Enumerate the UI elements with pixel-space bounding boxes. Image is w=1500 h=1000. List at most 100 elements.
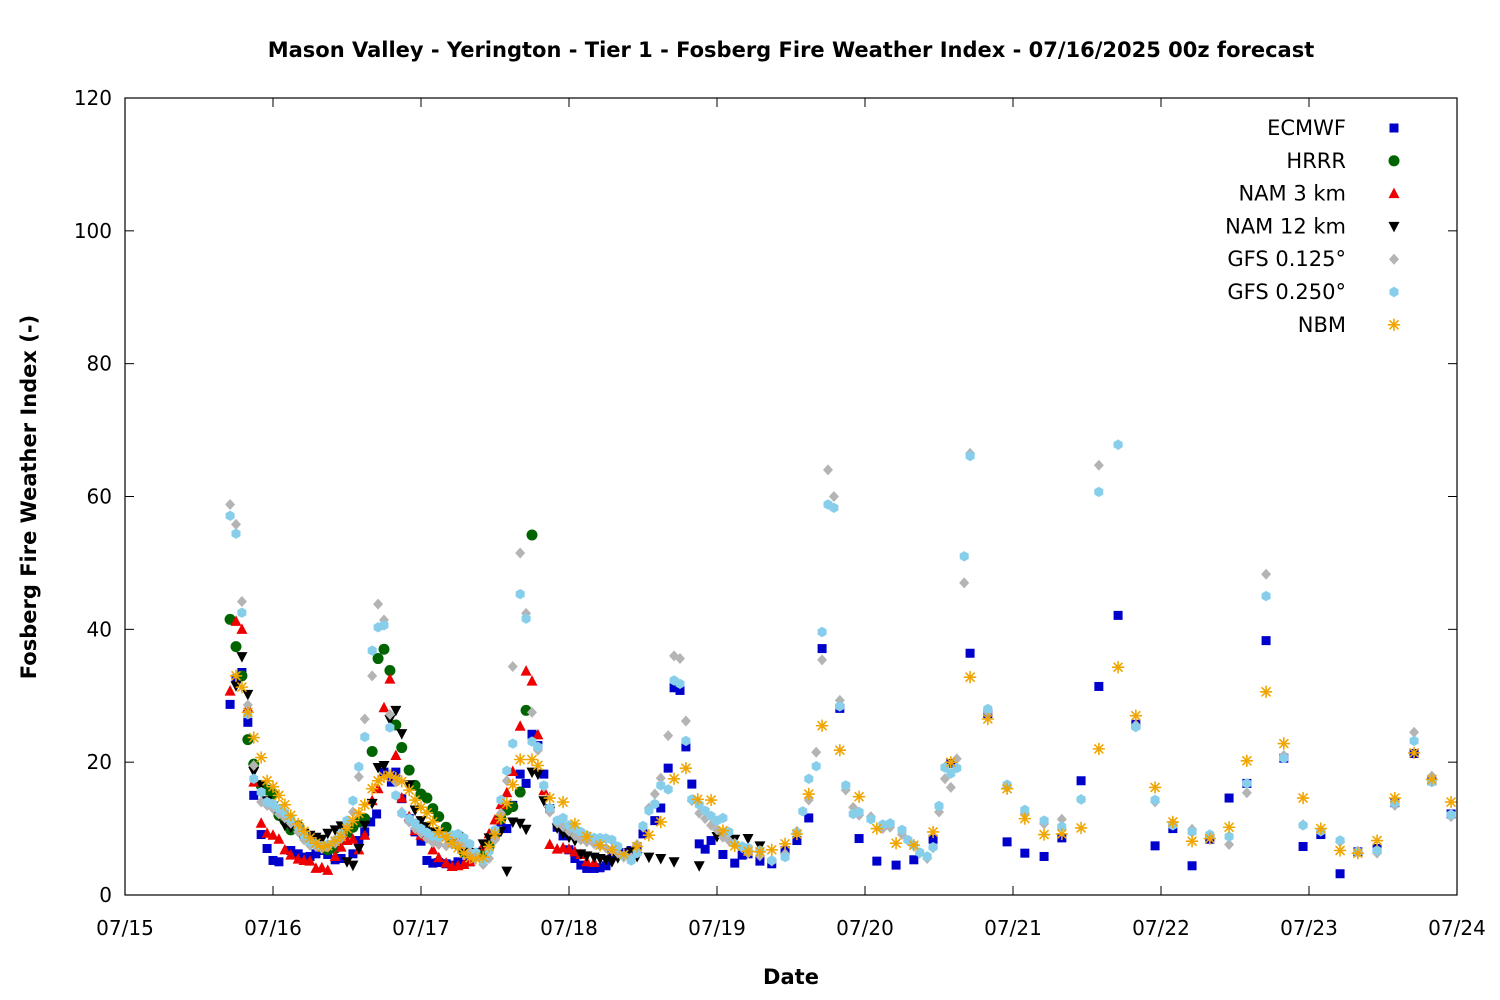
data-point [1298, 820, 1308, 831]
data-point [347, 833, 359, 844]
data-point [663, 730, 674, 742]
data-point [378, 701, 390, 713]
data-point [366, 746, 378, 758]
data-point [501, 786, 513, 798]
data-point [384, 665, 396, 677]
data-point [654, 815, 668, 829]
data-point [278, 798, 292, 811]
data-point [236, 623, 248, 634]
data-point [403, 764, 415, 776]
data-point [1056, 813, 1067, 825]
data-point [1277, 737, 1291, 750]
data-point [681, 735, 691, 747]
data-point [704, 793, 718, 807]
data-point [229, 669, 243, 683]
data-point [248, 759, 259, 771]
data-point [852, 790, 866, 804]
data-point [432, 825, 446, 839]
data-point [909, 855, 919, 865]
data-point [1409, 726, 1420, 738]
data-point [249, 790, 259, 800]
data-point [224, 685, 236, 696]
x-axis-label: Date [763, 965, 819, 989]
legend-marker [1389, 123, 1399, 133]
data-point [521, 778, 531, 788]
data-point [617, 848, 631, 861]
data-point [870, 822, 884, 835]
data-point [1002, 837, 1012, 847]
data-point [426, 815, 440, 829]
data-point [513, 753, 527, 766]
chart-title: Mason Valley - Yerington - Tier 1 - Fosb… [268, 38, 1315, 62]
data-point [285, 849, 297, 860]
data-point [1224, 793, 1234, 803]
legend-marker [1388, 221, 1400, 233]
data-point [556, 795, 570, 809]
data-point [790, 827, 804, 841]
plot-frame [124, 97, 1458, 896]
data-point [291, 817, 305, 831]
data-point [266, 780, 280, 794]
data-point [427, 803, 439, 815]
data-point [928, 834, 938, 844]
data-point [1370, 834, 1384, 847]
data-point [1093, 459, 1104, 471]
data-point [348, 795, 358, 806]
data-point [501, 866, 513, 878]
data-point [663, 763, 673, 773]
data-point [1203, 832, 1217, 845]
data-point [434, 857, 444, 867]
data-point [254, 751, 268, 764]
data-point [854, 834, 864, 844]
data-point [632, 848, 642, 859]
data-point [367, 645, 377, 656]
x-tick-label: 07/23 [1280, 916, 1338, 940]
data-point [304, 855, 316, 866]
data-point [792, 836, 802, 846]
data-point [1444, 795, 1458, 809]
data-point [354, 836, 364, 846]
data-point [655, 772, 666, 784]
data-point [458, 858, 470, 869]
data-point [255, 817, 267, 828]
data-point [476, 850, 490, 864]
data-point [526, 529, 538, 541]
data-point [1020, 848, 1030, 858]
data-points [224, 439, 1458, 879]
data-point [514, 720, 526, 731]
data-point [817, 626, 827, 638]
data-point [675, 678, 685, 689]
data-point [514, 818, 526, 830]
data-point [433, 851, 445, 863]
data-point [335, 841, 347, 852]
data-point [680, 715, 691, 727]
data-point [372, 653, 384, 665]
data-point [348, 849, 358, 859]
data-point [261, 827, 273, 838]
data-point [384, 708, 395, 720]
data-point [582, 863, 592, 873]
data-point [225, 510, 235, 521]
data-point [397, 808, 407, 819]
data-point [1335, 869, 1345, 879]
data-point [354, 761, 364, 772]
legend-label: HRRR [1286, 149, 1346, 173]
data-point [926, 825, 940, 839]
data-point [329, 850, 341, 861]
y-tick-label: 120 [74, 86, 112, 110]
data-point [508, 738, 518, 749]
data-point [681, 742, 691, 752]
data-point [669, 683, 679, 693]
data-point [630, 840, 644, 853]
data-point [1222, 820, 1236, 834]
data-point [520, 824, 532, 836]
data-point [379, 620, 389, 631]
legend-marker [1388, 187, 1400, 199]
data-point [1039, 815, 1049, 826]
data-point [488, 827, 502, 841]
data-point [273, 833, 285, 844]
data-point [934, 800, 944, 812]
x-tick-label: 07/17 [392, 916, 450, 940]
data-point [390, 705, 402, 717]
